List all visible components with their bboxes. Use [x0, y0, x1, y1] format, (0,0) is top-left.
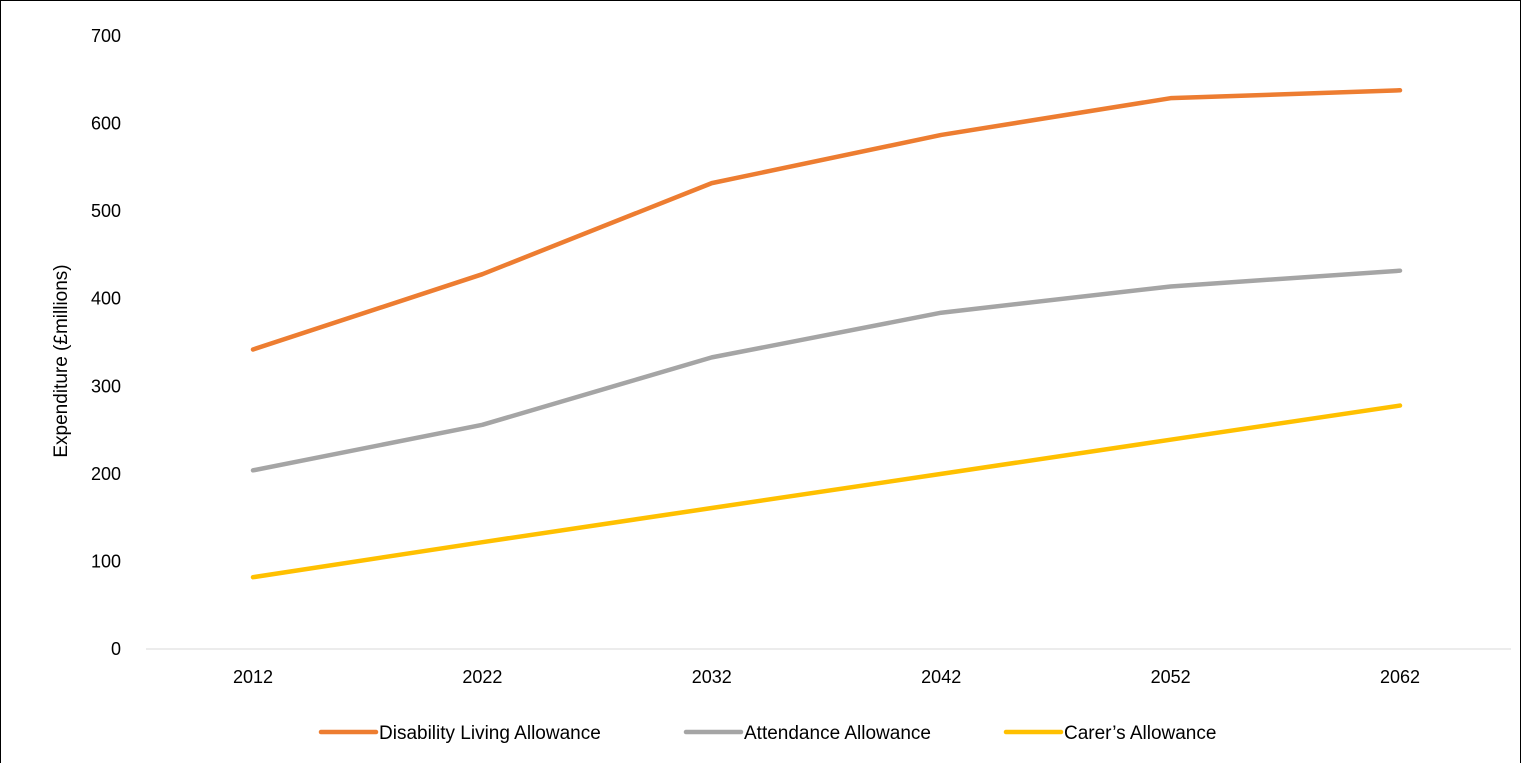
- series-line-carer-s-allowance: [250, 403, 1403, 580]
- y-tick-label: 0: [111, 639, 121, 659]
- series-lines: [250, 88, 1403, 580]
- legend-label: Attendance Allowance: [744, 723, 931, 744]
- y-tick-label: 100: [91, 551, 121, 571]
- x-tick-label: 2022: [462, 667, 502, 687]
- legend-item-attendance-allowance: Attendance Allowance: [683, 723, 931, 744]
- legend-label: Carer’s Allowance: [1064, 723, 1216, 744]
- x-tick-label: 2052: [1151, 667, 1191, 687]
- y-tick-label: 300: [91, 376, 121, 396]
- x-tick-label: 2042: [921, 667, 961, 687]
- legend-label: Disability Living Allowance: [379, 723, 601, 744]
- legend: Disability Living Allowance Attendance Al…: [318, 723, 1216, 744]
- series-line-disability-living-allowance: [250, 88, 1403, 352]
- legend-item-carer-s-allowance: Carer’s Allowance: [1003, 723, 1216, 744]
- x-tick-label: 2062: [1380, 667, 1420, 687]
- x-tick-label: 2012: [233, 667, 273, 687]
- y-tick-label: 200: [91, 464, 121, 484]
- y-axis: 0 100 200 300 400 500 600 700: [91, 26, 121, 659]
- y-tick-label: 600: [91, 114, 121, 134]
- x-tick-label: 2032: [692, 667, 732, 687]
- y-axis-title: Expenditure (£millions): [51, 264, 72, 457]
- series-line-attendance-allowance: [250, 268, 1403, 473]
- y-tick-label: 400: [91, 289, 121, 309]
- x-axis: 2012 2022 2032 2042 2052 2062: [146, 648, 1511, 687]
- legend-item-disability-living-allowance: Disability Living Allowance: [318, 723, 601, 744]
- y-tick-label: 500: [91, 201, 121, 221]
- y-tick-label: 700: [91, 26, 121, 46]
